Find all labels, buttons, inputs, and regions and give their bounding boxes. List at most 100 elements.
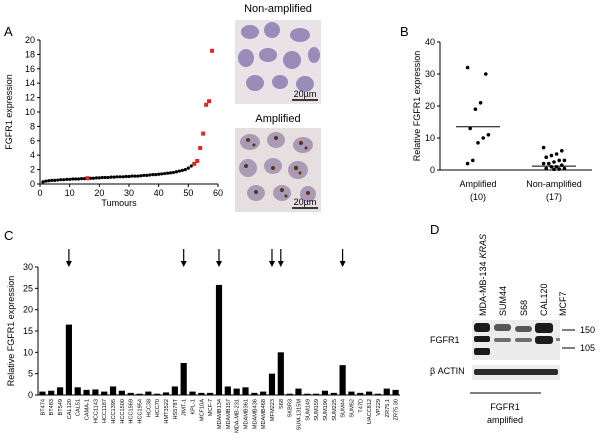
point xyxy=(145,173,149,177)
y-tick-label: 20 xyxy=(425,101,435,111)
blot-row-label: β ACTIN xyxy=(430,366,465,376)
arrow-head xyxy=(180,261,187,267)
x-tick-label: 40 xyxy=(154,188,164,198)
point xyxy=(100,175,104,180)
point xyxy=(151,173,155,177)
point xyxy=(552,167,556,172)
bar xyxy=(357,392,364,395)
lane-name: MCF7 xyxy=(558,292,568,317)
bar xyxy=(242,387,249,395)
x-tick-label: CAL51 xyxy=(76,399,82,416)
point xyxy=(465,161,470,166)
y-tick-label: 18 xyxy=(25,49,35,59)
point xyxy=(59,178,63,182)
bar xyxy=(321,390,329,395)
bar xyxy=(224,386,231,395)
x-tick-label: UACC812 xyxy=(367,399,373,424)
lane-label: MDA-MB-134 KRAS xyxy=(478,234,488,316)
point xyxy=(97,176,101,180)
x-tick-count: (17) xyxy=(546,192,562,202)
point xyxy=(198,146,203,150)
point xyxy=(186,166,190,170)
bar xyxy=(215,284,223,395)
y-tick-label: 16 xyxy=(25,64,35,74)
panel-label: D xyxy=(430,222,439,237)
point xyxy=(103,175,107,180)
micrograph xyxy=(235,20,321,104)
x-tick-label: Non-amplified xyxy=(526,179,582,189)
point xyxy=(56,178,60,182)
scale-bar-label: 20µm xyxy=(294,89,317,99)
bar xyxy=(109,386,117,395)
point xyxy=(177,169,182,173)
micrograph-title: Non-amplified xyxy=(244,3,312,15)
y-axis-label: Relative FGFR1 expression xyxy=(412,51,422,162)
point xyxy=(74,177,78,181)
point xyxy=(106,175,110,180)
bar xyxy=(233,388,240,395)
point xyxy=(139,174,143,178)
x-tick-label: MDA-MB-231 xyxy=(235,399,241,433)
point xyxy=(68,177,72,181)
x-tick-label: HCC1569 xyxy=(129,399,135,424)
point xyxy=(204,102,209,107)
point xyxy=(65,177,69,181)
x-tick-label: 30 xyxy=(124,188,134,198)
y-tick-label: 8 xyxy=(30,121,35,131)
point xyxy=(557,167,561,171)
bar xyxy=(348,391,355,395)
marker-label: 150 xyxy=(580,325,595,335)
y-tick-label: 20 xyxy=(25,35,35,45)
x-tick-label: HCC1143 xyxy=(93,399,99,423)
arrow-head xyxy=(268,261,275,267)
x-tick-label: HCC1395 xyxy=(111,399,117,424)
x-tick-label: MFM223 xyxy=(270,399,276,421)
point xyxy=(554,152,559,156)
arrow-head xyxy=(277,261,284,267)
y-axis-label: Relative FGFR1 expression xyxy=(6,276,16,387)
panel-label: B xyxy=(400,24,409,39)
y-tick-label: 2 xyxy=(30,165,35,175)
x-tick-label: MDAMB361 xyxy=(243,399,249,429)
bar xyxy=(39,391,46,395)
bar xyxy=(313,393,320,395)
point xyxy=(468,126,473,131)
lane-label: SUM44 xyxy=(498,286,508,316)
y-tick-label: 20 xyxy=(23,305,33,315)
point xyxy=(471,158,475,163)
x-tick-label: KPL-1 xyxy=(191,399,197,415)
point xyxy=(486,133,491,137)
y-tick-label: 25 xyxy=(23,283,33,293)
bar xyxy=(304,393,311,395)
lane-name: CAL120 xyxy=(539,283,549,316)
y-tick-label: 30 xyxy=(23,262,33,272)
point xyxy=(47,179,51,183)
point xyxy=(541,161,546,166)
y-tick-label: 10 xyxy=(23,347,33,357)
point xyxy=(41,180,45,184)
point xyxy=(76,177,81,181)
point xyxy=(547,161,551,166)
y-tick-label: 4 xyxy=(30,150,35,160)
bar xyxy=(330,392,337,395)
point xyxy=(195,158,200,163)
micrograph-title: Amplified xyxy=(255,113,300,125)
bar xyxy=(136,393,143,395)
point xyxy=(183,168,187,172)
bar xyxy=(180,363,187,395)
point xyxy=(79,177,84,181)
bar xyxy=(295,388,302,395)
x-tick-label: MDAMB157 xyxy=(226,399,232,429)
bar xyxy=(171,386,178,395)
x-tick-label: HS578T xyxy=(173,398,179,419)
x-tick-label: SUM159 xyxy=(314,399,320,421)
x-tick-label: SUM225 xyxy=(332,399,338,421)
point xyxy=(210,48,215,53)
x-tick-label: SUM52 xyxy=(349,399,355,418)
point xyxy=(127,174,131,179)
y-tick-label: 0 xyxy=(28,390,33,400)
point xyxy=(130,174,134,178)
point xyxy=(133,174,137,178)
point xyxy=(552,160,556,164)
bar xyxy=(56,387,64,395)
